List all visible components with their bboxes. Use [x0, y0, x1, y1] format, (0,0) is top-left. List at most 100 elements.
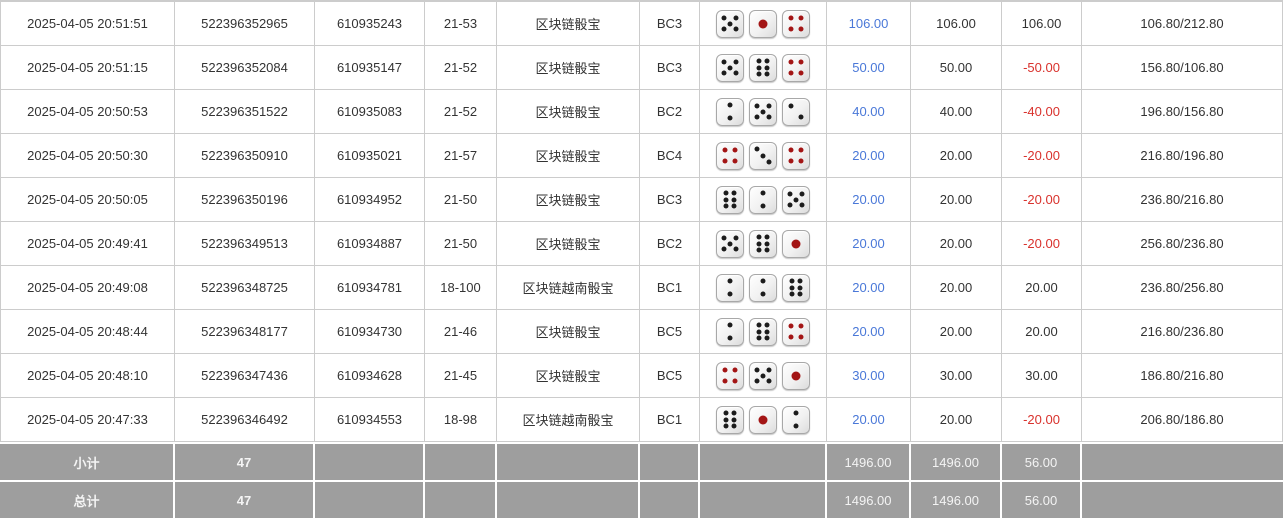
die-4-icon — [782, 317, 810, 346]
bet-time-cell: 2025-04-05 20:47:33 — [0, 398, 175, 442]
bet-amount-link[interactable]: 20.00 — [827, 310, 911, 354]
valid-amount-cell: 106.00 — [911, 0, 1002, 46]
balance-cell: 236.80/256.80 — [1082, 266, 1283, 310]
round-id-cell: 610935083 — [315, 90, 425, 134]
win-loss-cell: -20.00 — [1002, 134, 1082, 178]
bet-amount-link[interactable]: 50.00 — [827, 46, 911, 90]
valid-amount-cell: 30.00 — [911, 354, 1002, 398]
summary-valid-total-cell: 1496.00 — [911, 442, 1002, 480]
balance-cell: 256.80/236.80 — [1082, 222, 1283, 266]
bet-record-row: 2025-04-05 20:48:44 522396348177 6109347… — [0, 310, 1283, 354]
table-code-cell: BC3 — [640, 0, 700, 46]
die-1-icon — [782, 229, 810, 258]
bet-id-cell: 522396351522 — [175, 90, 315, 134]
die-4-icon — [782, 9, 810, 38]
table-code-cell: BC1 — [640, 266, 700, 310]
die-3-icon — [749, 141, 777, 170]
round-id-cell: 610934730 — [315, 310, 425, 354]
period-cell: 21-50 — [425, 222, 497, 266]
die-1-icon — [749, 9, 777, 38]
bet-amount-link[interactable]: 20.00 — [827, 222, 911, 266]
win-loss-cell: 20.00 — [1002, 310, 1082, 354]
bet-id-cell: 522396347436 — [175, 354, 315, 398]
round-id-cell: 610935021 — [315, 134, 425, 178]
bet-amount-link[interactable]: 20.00 — [827, 134, 911, 178]
period-cell: 21-46 — [425, 310, 497, 354]
dice-result-cell — [700, 46, 827, 90]
table-code-cell: BC5 — [640, 354, 700, 398]
dice-result — [701, 317, 825, 346]
bet-id-cell: 522396350910 — [175, 134, 315, 178]
bet-amount-link[interactable]: 40.00 — [827, 90, 911, 134]
die-6-icon — [749, 317, 777, 346]
summary-empty-cell — [315, 442, 425, 480]
balance-cell: 106.80/212.80 — [1082, 0, 1283, 46]
bet-amount-link[interactable]: 106.00 — [827, 0, 911, 46]
period-cell: 21-52 — [425, 90, 497, 134]
bet-time-cell: 2025-04-05 20:48:44 — [0, 310, 175, 354]
dice-result — [701, 405, 825, 434]
die-4-icon — [716, 141, 744, 170]
dice-result — [701, 97, 825, 126]
bet-id-cell: 522396348177 — [175, 310, 315, 354]
balance-cell: 156.80/106.80 — [1082, 46, 1283, 90]
die-2-icon — [749, 273, 777, 302]
summary-winloss-total-cell: 56.00 — [1002, 480, 1082, 518]
bet-record-row: 2025-04-05 20:50:05 522396350196 6109349… — [0, 178, 1283, 222]
summary-empty-cell — [315, 480, 425, 518]
bet-amount-link[interactable]: 20.00 — [827, 266, 911, 310]
bet-record-row: 2025-04-05 20:50:53 522396351522 6109350… — [0, 90, 1283, 134]
die-4-icon — [782, 53, 810, 82]
bet-time-cell: 2025-04-05 20:50:53 — [0, 90, 175, 134]
game-name-cell: 区块链骰宝 — [497, 46, 640, 90]
summary-empty-cell — [1082, 480, 1283, 518]
game-name-cell: 区块链骰宝 — [497, 222, 640, 266]
summary-row: 小计 47 1496.00 1496.00 56.00 — [0, 442, 1283, 480]
dice-result-cell — [700, 398, 827, 442]
die-4-icon — [716, 361, 744, 390]
table-code-cell: BC2 — [640, 222, 700, 266]
bet-time-cell: 2025-04-05 20:48:10 — [0, 354, 175, 398]
summary-bet-total-cell: 1496.00 — [827, 442, 911, 480]
table-code-cell: BC5 — [640, 310, 700, 354]
round-id-cell: 610934628 — [315, 354, 425, 398]
die-1-icon — [749, 405, 777, 434]
win-loss-cell: -50.00 — [1002, 46, 1082, 90]
dice-result-cell — [700, 354, 827, 398]
dice-result — [701, 9, 825, 38]
dice-result — [701, 53, 825, 82]
bet-time-cell: 2025-04-05 20:51:51 — [0, 0, 175, 46]
dice-result-cell — [700, 134, 827, 178]
round-id-cell: 610934781 — [315, 266, 425, 310]
table-code-cell: BC3 — [640, 178, 700, 222]
bet-amount-link[interactable]: 30.00 — [827, 354, 911, 398]
bet-id-cell: 522396352084 — [175, 46, 315, 90]
summary-empty-cell — [700, 442, 827, 480]
die-2-icon — [782, 97, 810, 126]
round-id-cell: 610935147 — [315, 46, 425, 90]
die-2-icon — [716, 273, 744, 302]
die-2-icon — [716, 97, 744, 126]
period-cell: 21-52 — [425, 46, 497, 90]
bet-record-row: 2025-04-05 20:51:15 522396352084 6109351… — [0, 46, 1283, 90]
balance-cell: 186.80/216.80 — [1082, 354, 1283, 398]
summary-empty-cell — [425, 442, 497, 480]
summary-count-cell: 47 — [175, 480, 315, 518]
bet-time-cell: 2025-04-05 20:50:30 — [0, 134, 175, 178]
summary-empty-cell — [1082, 442, 1283, 480]
die-4-icon — [782, 141, 810, 170]
bet-amount-link[interactable]: 20.00 — [827, 178, 911, 222]
win-loss-cell: 106.00 — [1002, 0, 1082, 46]
game-name-cell: 区块链骰宝 — [497, 178, 640, 222]
die-5-icon — [716, 229, 744, 258]
balance-cell: 216.80/236.80 — [1082, 310, 1283, 354]
summary-empty-cell — [497, 442, 640, 480]
table-code-cell: BC2 — [640, 90, 700, 134]
bet-time-cell: 2025-04-05 20:49:08 — [0, 266, 175, 310]
win-loss-cell: -40.00 — [1002, 90, 1082, 134]
bet-amount-link[interactable]: 20.00 — [827, 398, 911, 442]
dice-result — [701, 361, 825, 390]
die-1-icon — [782, 361, 810, 390]
summary-empty-cell — [425, 480, 497, 518]
table-code-cell: BC3 — [640, 46, 700, 90]
